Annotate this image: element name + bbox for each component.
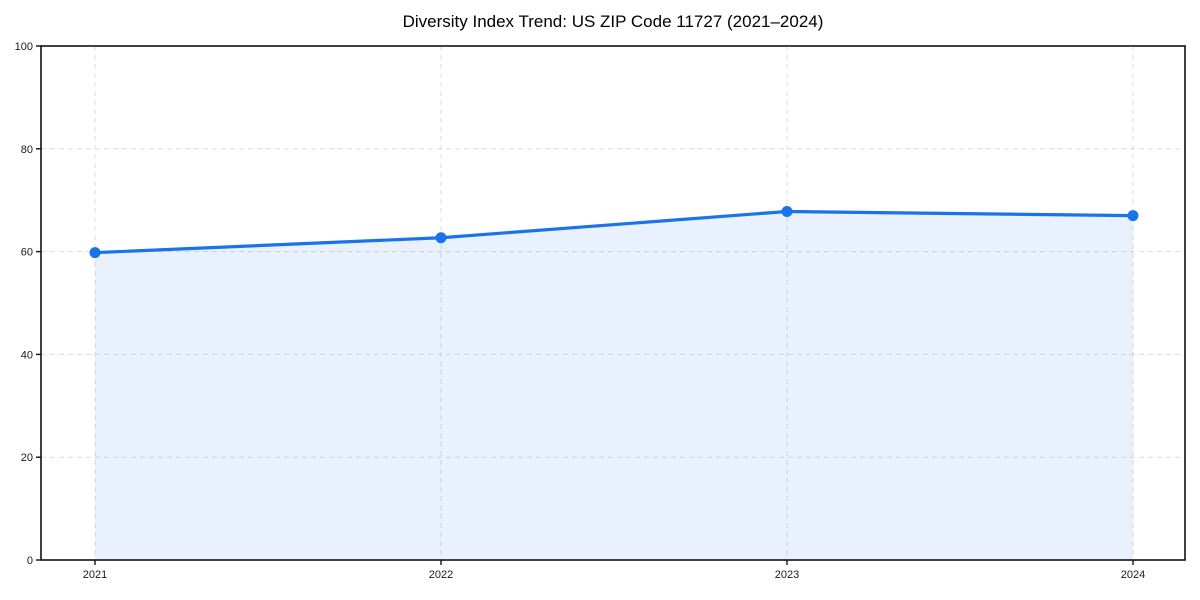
x-tick-label: 2022 [429, 569, 453, 581]
area-fill [95, 211, 1133, 560]
plot-border [40, 45, 1186, 561]
x-tick-label: 2023 [775, 569, 799, 581]
data-point-marker [89, 247, 101, 259]
y-tick-label: 40 [21, 349, 33, 361]
y-tick-label: 0 [27, 555, 33, 567]
trend-line [93, 209, 1135, 255]
chart-title: Diversity Index Trend: US ZIP Code 11727… [402, 12, 824, 31]
x-tick-label: 2024 [1121, 569, 1145, 581]
x-tick-label: 2021 [83, 569, 107, 581]
y-tick-label: 20 [21, 452, 33, 464]
y-tick-label: 100 [15, 41, 33, 53]
y-tick-label: 60 [21, 247, 33, 259]
data-point-marker [1127, 210, 1139, 222]
data-point-marker [435, 232, 447, 244]
data-point-marker [781, 206, 793, 218]
y-tick-label: 80 [21, 144, 33, 156]
